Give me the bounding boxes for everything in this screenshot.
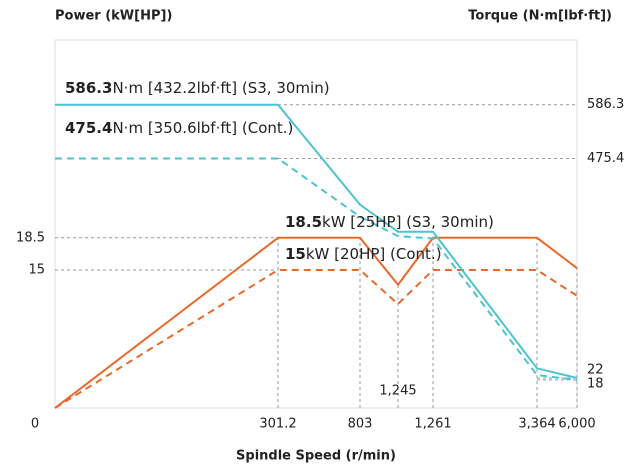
annotation-text: N·m [350.6lbf·ft] (Cont.) xyxy=(112,119,293,137)
x-tick-label: 301.2 xyxy=(259,417,296,432)
x-tick-label: 6,000 xyxy=(558,417,595,432)
y-tick-label: 18.5 xyxy=(16,230,45,245)
y-tick-label: 0 xyxy=(31,417,39,432)
x-tick-label: 1,261 xyxy=(414,417,451,432)
annotation-value: 475.4 xyxy=(65,119,112,137)
annotation-text: kW [25HP] (S3, 30min) xyxy=(322,213,494,231)
annotation-text: kW [20HP] (Cont.) xyxy=(306,245,442,263)
y-tick-label: 15 xyxy=(28,263,45,278)
y2-tick-label: 475.4 xyxy=(587,151,624,166)
x-axis-label: Spindle Speed (r/min) xyxy=(236,449,396,464)
annotation-value: 586.3 xyxy=(65,79,112,97)
x-tick-label: 803 xyxy=(348,417,373,432)
annotation: 15kW [20HP] (Cont.) xyxy=(285,245,442,263)
series-line xyxy=(54,236,578,409)
annotation-value: 18.5 xyxy=(285,213,322,231)
y2-axis-label: Torque (N·m[lbf·ft]) xyxy=(468,9,612,24)
y-axis-label: Power (kW[HP]) xyxy=(55,9,172,24)
annotation: 586.3N·m [432.2lbf·ft] (S3, 30min) xyxy=(65,79,330,97)
annotation: 475.4N·m [350.6lbf·ft] (Cont.) xyxy=(65,119,293,137)
annotation-value: 15 xyxy=(285,245,306,263)
plot-frame xyxy=(54,39,578,409)
x-tick-label: 1,245 xyxy=(379,384,416,399)
y2-tick-label: 586.3 xyxy=(587,97,624,112)
series-line xyxy=(55,157,578,381)
y2-tick-label: 18 xyxy=(587,376,604,391)
annotation-text: N·m [432.2lbf·ft] (S3, 30min) xyxy=(112,79,329,97)
series-line xyxy=(54,269,578,409)
series-line xyxy=(55,103,578,379)
annotation: 18.5kW [25HP] (S3, 30min) xyxy=(285,213,494,231)
x-tick-label: 3,364 xyxy=(518,417,555,432)
y2-tick-label: 22 xyxy=(587,362,604,377)
